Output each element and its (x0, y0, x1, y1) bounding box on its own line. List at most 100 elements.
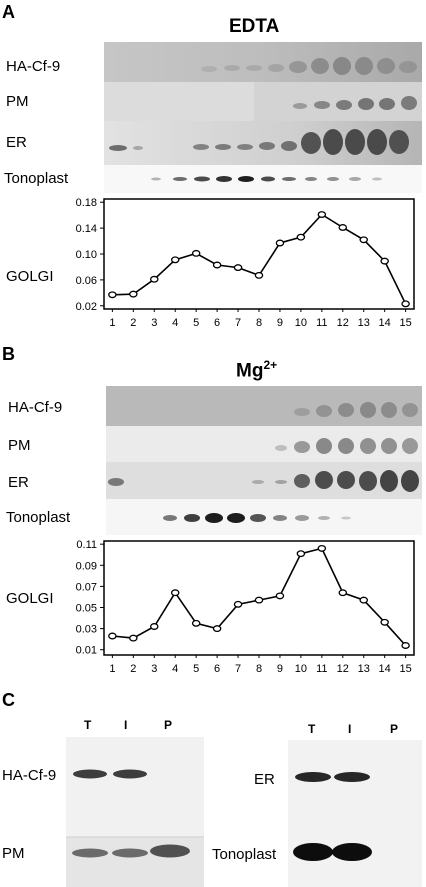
panel-a-letter: A (2, 2, 15, 22)
panel-a-label-tonoplast: Tonoplast (4, 170, 69, 187)
chart-b-point-8 (254, 596, 264, 604)
chart-a-xtick-label-5: 6 (214, 317, 220, 329)
chart-b-point-7 (233, 600, 243, 608)
chart-b-ytick-label-2: 0.05 (76, 603, 97, 615)
chart-b-xtick-label-0: 1 (109, 663, 115, 675)
panel-a-blot-hacf9 (104, 42, 422, 82)
chart-b-ytick-label-1: 0.03 (76, 624, 97, 636)
panel-a-label-golgi: GOLGI (6, 268, 54, 285)
chart-a-xtick-label-3: 4 (172, 317, 178, 329)
panel-b-blot-er (106, 462, 422, 499)
chart-a-point-8 (254, 271, 264, 279)
chart-b-xtick-label-9: 10 (295, 663, 307, 675)
panel-c-letter: C (2, 690, 15, 710)
panel-b-title-sup: 2+ (263, 358, 278, 372)
chart-a-ytick-label-4: 0.18 (76, 197, 97, 209)
panel-c-left-label-pm: PM (2, 845, 25, 862)
panel-c-right-lane-i: I (348, 722, 352, 736)
panel-c-left-blot (66, 737, 204, 887)
chart-a-point-4 (170, 256, 180, 264)
chart-a-xtick-label-8: 9 (277, 317, 283, 329)
chart-b-xtick-label-11: 12 (337, 663, 349, 675)
chart-b-point-9 (275, 592, 285, 600)
chart-b-point-13 (359, 596, 368, 604)
chart-a-point-2 (129, 290, 138, 298)
panel-c-right-lane-p: P (390, 722, 399, 736)
chart-a-ytick-label-2: 0.10 (76, 249, 97, 261)
chart-a-xtick-label-14: 15 (399, 317, 411, 329)
panel-c-right-label-tonoplast: Tonoplast (212, 846, 277, 863)
chart-b-point-11 (317, 544, 327, 552)
chart-b-point-10 (296, 550, 306, 558)
panel-b-label-pm: PM (8, 437, 31, 454)
chart-a-ytick-label-1: 0.06 (76, 275, 97, 287)
panel-a-label-er: ER (6, 134, 27, 151)
panel-c-left-lane-t: T (84, 718, 92, 732)
panel-b-blot-tonoplast (106, 499, 422, 535)
chart-b-ytick-label-0: 0.01 (76, 645, 97, 657)
chart-b-ytick-label-3: 0.07 (76, 581, 97, 593)
chart-b-xtick-label-10: 11 (316, 663, 327, 675)
panel-a-label-pm: PM (6, 93, 29, 110)
chart-a-point-12 (338, 224, 348, 231)
chart-a-ytick-label-0: 0.02 (76, 301, 97, 313)
chart-a-frame (103, 198, 415, 310)
chart-a-point-10 (296, 233, 306, 241)
panel-b-label-tonoplast: Tonoplast (6, 509, 71, 526)
chart-a-point-3 (150, 275, 159, 283)
panel-b-title-main: Mg (236, 360, 264, 382)
chart-b-xtick-label-2: 3 (151, 663, 157, 675)
chart-b-point-4 (170, 589, 180, 597)
chart-a-xtick-label-2: 3 (151, 317, 157, 329)
chart-a-point-13 (359, 236, 368, 244)
panel-b-title: Mg2+ (236, 358, 277, 382)
chart-a-xtick-label-11: 12 (337, 317, 349, 329)
panel-a-label-hacf9: HA-Cf-9 (6, 58, 61, 75)
chart-a-xtick-label-7: 8 (256, 317, 262, 329)
chart-a-point-6 (212, 261, 222, 269)
chart-b-point-6 (212, 625, 222, 633)
chart-b-xtick-label-5: 6 (214, 663, 220, 675)
chart-b-point-2 (129, 634, 138, 642)
chart-b-xtick-label-13: 14 (379, 663, 391, 675)
panel-a-golgi-chart: 0.02 0.06 0.10 0.14 0.18 1 2 3 4 5 6 7 8 9 10 11 12 13 14 1… (60, 193, 426, 339)
panel-b-golgi-chart: 0.01 0.03 0.05 0.07 0.09 0.11 1 2 3 4 5 6 7 8 9 10 11 12 1… (60, 535, 426, 681)
chart-b-xtick-label-14: 15 (399, 663, 411, 675)
chart-b-ytick-label-5: 0.11 (76, 539, 97, 551)
panel-a-title: EDTA (229, 16, 280, 37)
chart-b-xtick-label-12: 13 (358, 663, 370, 675)
chart-b-xtick-label-6: 7 (235, 663, 241, 675)
panel-c-right-label-er: ER (254, 771, 275, 788)
chart-a-xtick-label-4: 5 (193, 317, 199, 329)
chart-a-xtick-label-13: 14 (379, 317, 391, 329)
chart-b-point-14 (380, 618, 389, 626)
panel-b-label-er: ER (8, 474, 29, 491)
panel-a-blot-er (104, 121, 422, 165)
panel-b-blot-pm (106, 426, 422, 462)
chart-a-point-9 (275, 239, 285, 247)
chart-b-xtick-label-3: 4 (172, 663, 178, 675)
chart-a-xtick-label-0: 1 (109, 317, 115, 329)
panel-c-left-lane-p: P (164, 718, 173, 732)
panel-c-right-lane-t: T (308, 722, 316, 736)
panel-b-letter: B (2, 344, 15, 364)
chart-b-xtick-label-1: 2 (130, 663, 136, 675)
panel-c-left-label-hacf9: HA-Cf-9 (2, 767, 57, 784)
chart-a-xtick-label-6: 7 (235, 317, 241, 329)
panel-a-blot-tonoplast (104, 165, 422, 193)
chart-a-point-5 (191, 249, 201, 257)
panel-b-label-golgi: GOLGI (6, 590, 54, 607)
chart-a-point-14 (380, 257, 389, 265)
chart-b-point-5 (191, 619, 201, 627)
chart-b-point-3 (150, 623, 159, 630)
chart-b-point-1 (108, 632, 117, 640)
chart-b-ytick-label-4: 0.09 (76, 560, 97, 572)
chart-a-point-1 (108, 291, 117, 299)
chart-b-point-15 (401, 642, 410, 649)
chart-b-xtick-label-4: 5 (193, 663, 199, 675)
panel-b-label-hacf9: HA-Cf-9 (8, 399, 63, 416)
chart-a-series-line (112, 213, 407, 305)
chart-a-xtick-label-1: 2 (130, 317, 136, 329)
chart-b-xtick-label-8: 9 (277, 663, 283, 675)
panel-a-blot-pm (104, 82, 422, 121)
